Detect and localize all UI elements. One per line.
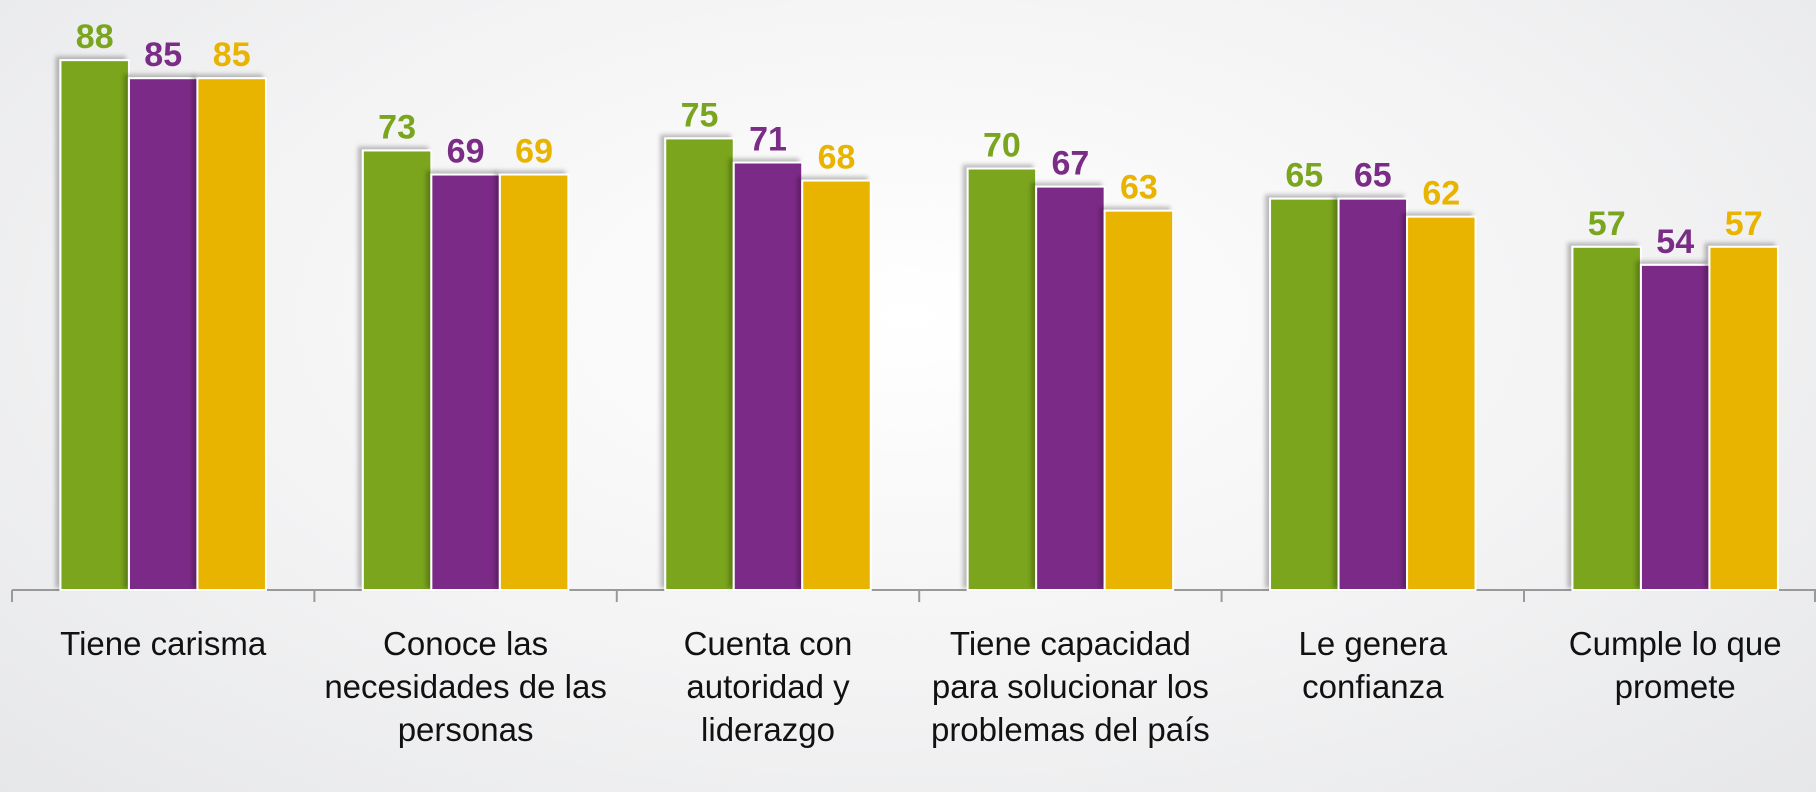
bar	[966, 167, 1038, 592]
value-label: 69	[515, 133, 553, 171]
bar	[1035, 185, 1106, 591]
value-label: 65	[1354, 157, 1392, 195]
value-label: 68	[818, 139, 856, 177]
bar	[1571, 245, 1642, 592]
value-label: 67	[1051, 145, 1089, 183]
value-label: 57	[1588, 205, 1626, 243]
value-label: 70	[983, 127, 1021, 165]
bar	[127, 77, 199, 591]
value-label: 57	[1725, 205, 1763, 243]
value-label: 71	[749, 121, 787, 159]
bar	[498, 173, 570, 591]
x-tick-label: Cuenta con autoridad y liderazgo	[683, 625, 853, 748]
value-label: 54	[1656, 223, 1694, 261]
bar	[1337, 197, 1409, 591]
bar	[664, 137, 735, 591]
value-label: 85	[213, 36, 251, 74]
bar	[196, 77, 267, 591]
x-tick-label: Le genera confianza	[1298, 625, 1448, 705]
bar	[1406, 215, 1477, 591]
bar	[1639, 263, 1711, 591]
bar	[430, 173, 501, 591]
bar	[59, 59, 130, 592]
value-label: 63	[1120, 169, 1158, 207]
value-label: 88	[76, 18, 114, 56]
bar	[1708, 245, 1779, 592]
bar	[361, 149, 433, 591]
x-tick-label: Conoce las necesidades de las personas	[324, 625, 607, 748]
bar	[732, 161, 804, 592]
value-label: 65	[1285, 157, 1323, 195]
value-label: 69	[447, 133, 485, 171]
value-label: 75	[681, 96, 719, 134]
value-label: 62	[1422, 175, 1460, 213]
x-tick-label: Cumple lo que promete	[1568, 625, 1782, 705]
bar	[801, 179, 872, 591]
x-tick-label: Tiene carisma	[60, 625, 267, 662]
bar	[1269, 197, 1340, 591]
value-label: 73	[378, 108, 416, 146]
value-label: 85	[144, 36, 182, 74]
x-tick-label: Tiene capacidad para solucionar los prob…	[930, 625, 1210, 748]
bar	[1103, 209, 1175, 592]
